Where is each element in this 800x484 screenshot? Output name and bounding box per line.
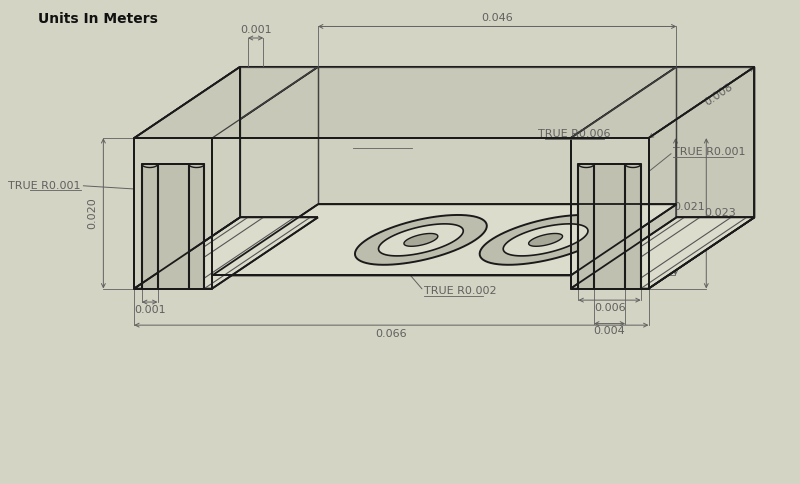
Polygon shape: [578, 164, 641, 288]
Polygon shape: [570, 67, 754, 138]
Polygon shape: [378, 224, 463, 256]
Polygon shape: [355, 215, 487, 265]
Polygon shape: [240, 67, 318, 217]
Polygon shape: [134, 138, 212, 288]
Text: 0.004: 0.004: [594, 326, 626, 336]
Polygon shape: [649, 67, 754, 288]
Polygon shape: [570, 138, 649, 288]
Polygon shape: [134, 67, 240, 288]
Text: 0.023: 0.023: [704, 208, 736, 218]
Text: 0.001: 0.001: [134, 305, 166, 315]
Text: 0.021: 0.021: [673, 202, 705, 212]
Polygon shape: [212, 67, 677, 138]
Text: TRUE R0.001: TRUE R0.001: [8, 181, 81, 191]
Polygon shape: [134, 217, 318, 288]
Polygon shape: [212, 138, 570, 275]
Text: 0.020: 0.020: [87, 197, 97, 229]
Text: 0.001: 0.001: [240, 25, 271, 35]
Polygon shape: [318, 67, 677, 204]
Text: TRUE R0.001: TRUE R0.001: [674, 147, 746, 157]
Text: TRUE R0.002: TRUE R0.002: [346, 138, 418, 149]
Polygon shape: [142, 164, 204, 288]
Polygon shape: [404, 233, 438, 246]
Polygon shape: [677, 67, 754, 217]
Text: Units In Meters: Units In Meters: [38, 12, 158, 26]
Polygon shape: [594, 164, 625, 288]
Text: 0.046: 0.046: [482, 13, 513, 23]
Text: 0.006: 0.006: [594, 303, 626, 313]
Polygon shape: [134, 67, 318, 138]
Polygon shape: [503, 224, 588, 256]
Polygon shape: [158, 164, 189, 288]
Polygon shape: [480, 215, 611, 265]
Text: TRUE R0.006: TRUE R0.006: [538, 129, 610, 139]
Text: 0.066: 0.066: [375, 329, 407, 339]
Text: 0.002: 0.002: [183, 136, 193, 167]
Polygon shape: [212, 204, 677, 275]
Polygon shape: [529, 233, 562, 246]
Text: 0.008: 0.008: [703, 82, 734, 108]
Text: TRUE R0.002: TRUE R0.002: [424, 286, 497, 296]
Polygon shape: [570, 217, 754, 288]
